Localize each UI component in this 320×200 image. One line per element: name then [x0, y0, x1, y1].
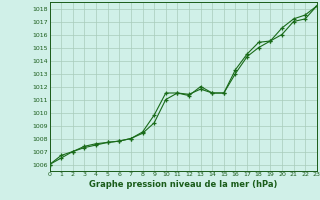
X-axis label: Graphe pression niveau de la mer (hPa): Graphe pression niveau de la mer (hPa): [89, 180, 277, 189]
